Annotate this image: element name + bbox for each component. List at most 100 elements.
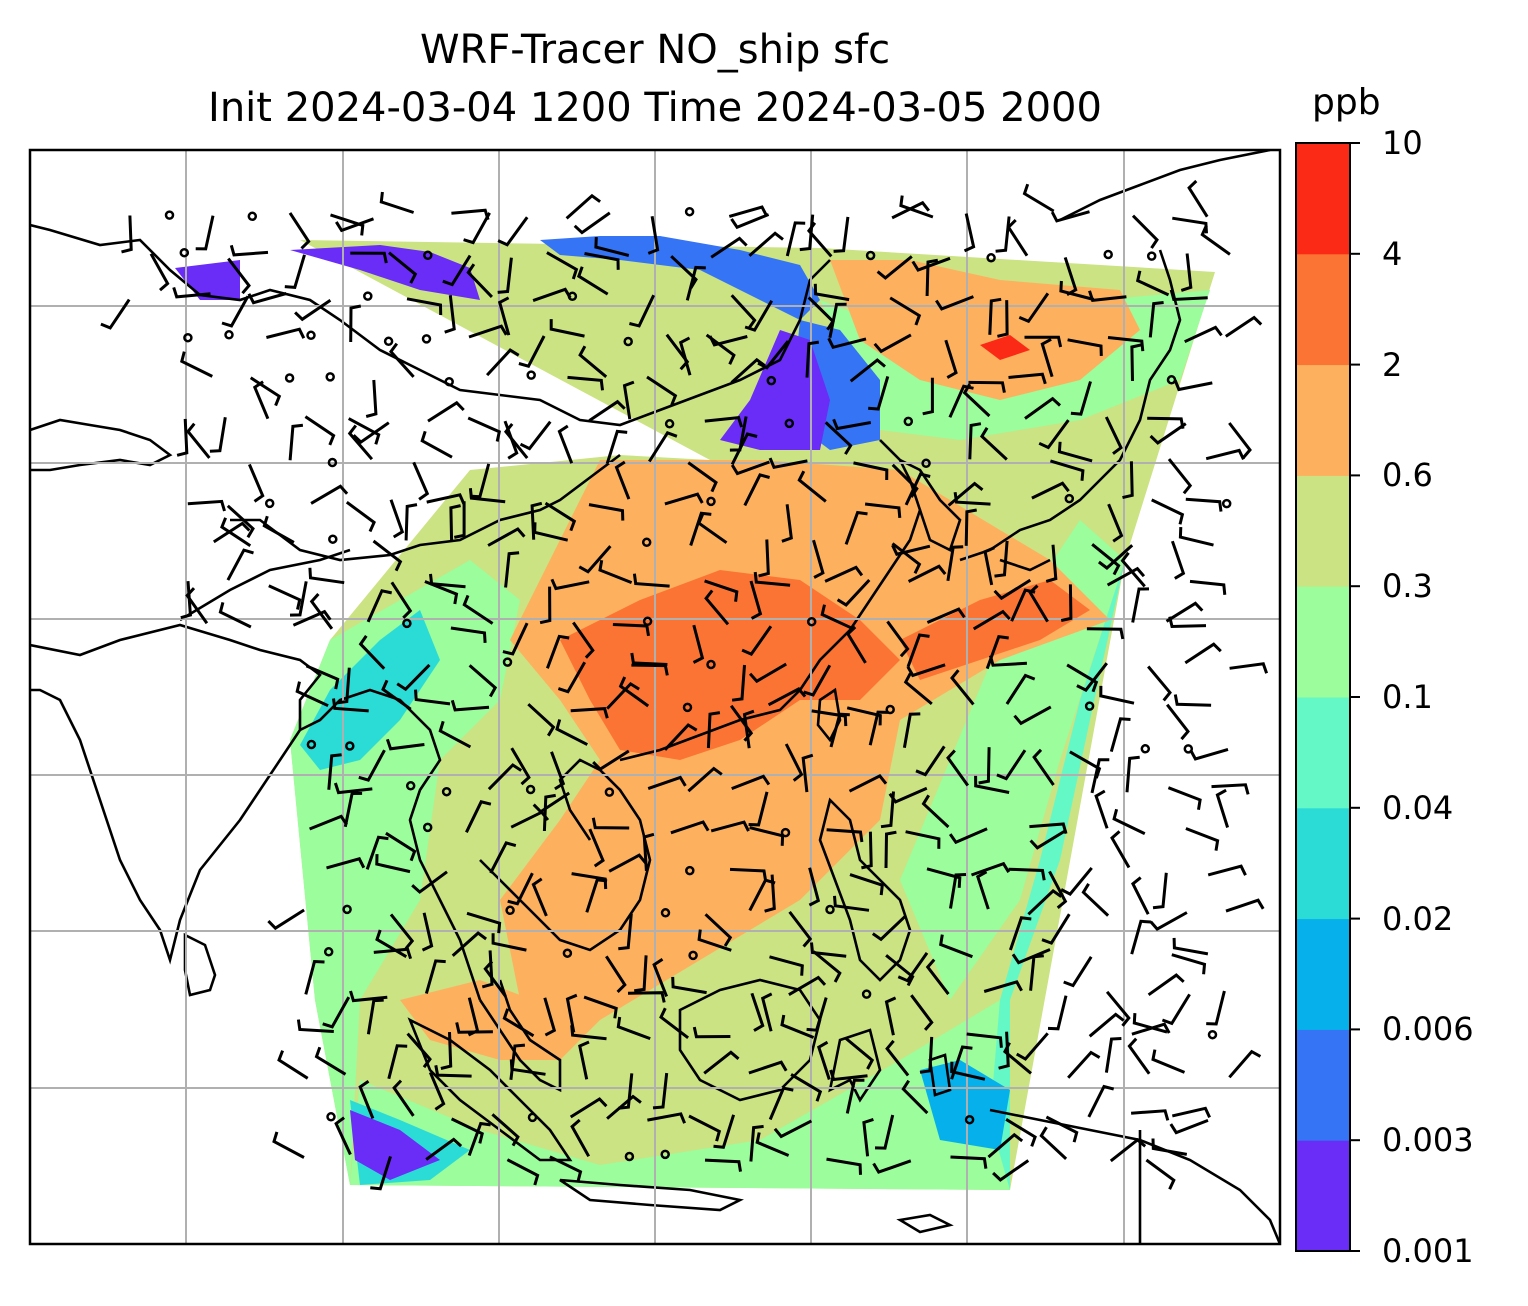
wind-barb [964,508,977,546]
wind-barb [1167,458,1193,495]
wind-barb [310,484,349,505]
wind-barb [1029,954,1044,991]
wind-barb [764,874,776,913]
wind-barb [209,416,227,453]
wind-barb [504,551,520,588]
calm-wind-marker [784,418,795,429]
wind-barb [872,1159,912,1174]
wind-barb [358,635,386,670]
wind-barb [868,710,889,746]
lat-lon-gridlines [30,150,1280,1244]
wind-barb [375,929,408,958]
map-frame [28,148,1282,1246]
wind-barb [220,517,252,547]
wind-barb [1047,995,1068,1031]
wind-barb [1018,292,1050,324]
wind-barb [614,460,631,500]
wind-barb [518,335,546,368]
wind-barb [295,681,329,708]
calm-wind-marker [1183,744,1194,754]
wind-barb [1131,876,1150,915]
calm-wind-marker [986,253,996,263]
calm-wind-marker [421,334,432,344]
wind-barb [252,380,270,420]
wind-barb [648,430,678,463]
wind-barb [1130,919,1152,955]
wind-barb [1087,1084,1115,1118]
wind-barb [925,958,950,996]
wind-barb [748,1060,788,1075]
wind-barb [543,997,557,1037]
wind-barb [846,706,882,726]
wind-barb [451,208,490,221]
wind-barb [1173,694,1212,707]
wind-barb [284,254,306,289]
wind-barb [664,492,704,506]
wind-barb [812,539,825,579]
wind-barb [1067,338,1103,356]
wind-barb [812,950,842,983]
wind-barb [1024,335,1063,348]
wind-barb [696,513,728,544]
wind-barb [226,504,255,539]
colorbar-unit-label: ppb [1312,82,1381,123]
wind-barb [272,1131,305,1159]
wind-barb [1011,948,1051,965]
wind-barb [557,661,587,694]
wind-barb [788,975,827,996]
wind-barb [1167,786,1202,810]
wind-barb [390,581,413,619]
wind-barb [925,258,939,297]
wind-barb [1132,1013,1168,1034]
colorbar-tick-label: 10 [1382,124,1423,162]
wind-barb [968,422,982,460]
wind-barb [266,327,306,339]
wind-barb [741,625,773,656]
calm-wind-marker [345,741,355,751]
wind-barb [646,375,678,406]
wind-barb [1027,888,1063,916]
wind-barb [1229,662,1269,674]
colorbar-tick-label: 0.04 [1382,788,1454,827]
wind-barb [975,870,990,910]
wind-barb [697,929,732,952]
wind-barb [1148,301,1164,338]
wind-barb [844,510,868,545]
wind-barb [998,1031,1010,1070]
wind-barb [542,793,556,832]
wind-barb [730,357,766,384]
coastline-halmahera [928,1053,952,1097]
wind-barb [616,1016,651,1041]
calm-wind-marker [1103,249,1113,260]
wind-barb [891,200,930,220]
wind-barb [829,1069,868,1082]
wind-barb [336,667,351,705]
wind-barb [185,587,209,625]
coastline-java [559,1178,744,1212]
colorbar-swatch [1296,918,1350,1030]
wind-barb [730,432,758,466]
wind-barb [880,791,895,829]
wind-barb [396,663,431,692]
wind-barb [687,461,718,493]
calm-wind-marker [1221,498,1232,509]
calm-wind-marker [505,905,515,916]
wind-barb [334,1116,352,1156]
wind-barb [549,1155,583,1182]
calm-wind-marker [623,336,633,347]
wind-barb [1112,808,1146,836]
wind-barb [808,867,821,907]
wind-barb [485,348,520,377]
wind-barb [497,216,529,247]
wind-barb [503,422,529,460]
wind-barb [352,421,390,445]
wind-barb [248,463,265,503]
wind-barb [544,501,577,532]
wind-barb [902,712,921,748]
wind-barb [884,996,897,1036]
wind-barb [569,1097,608,1119]
colorbar-swatch [1296,364,1350,476]
wind-barb [744,299,773,332]
wind-barb [713,1114,736,1149]
